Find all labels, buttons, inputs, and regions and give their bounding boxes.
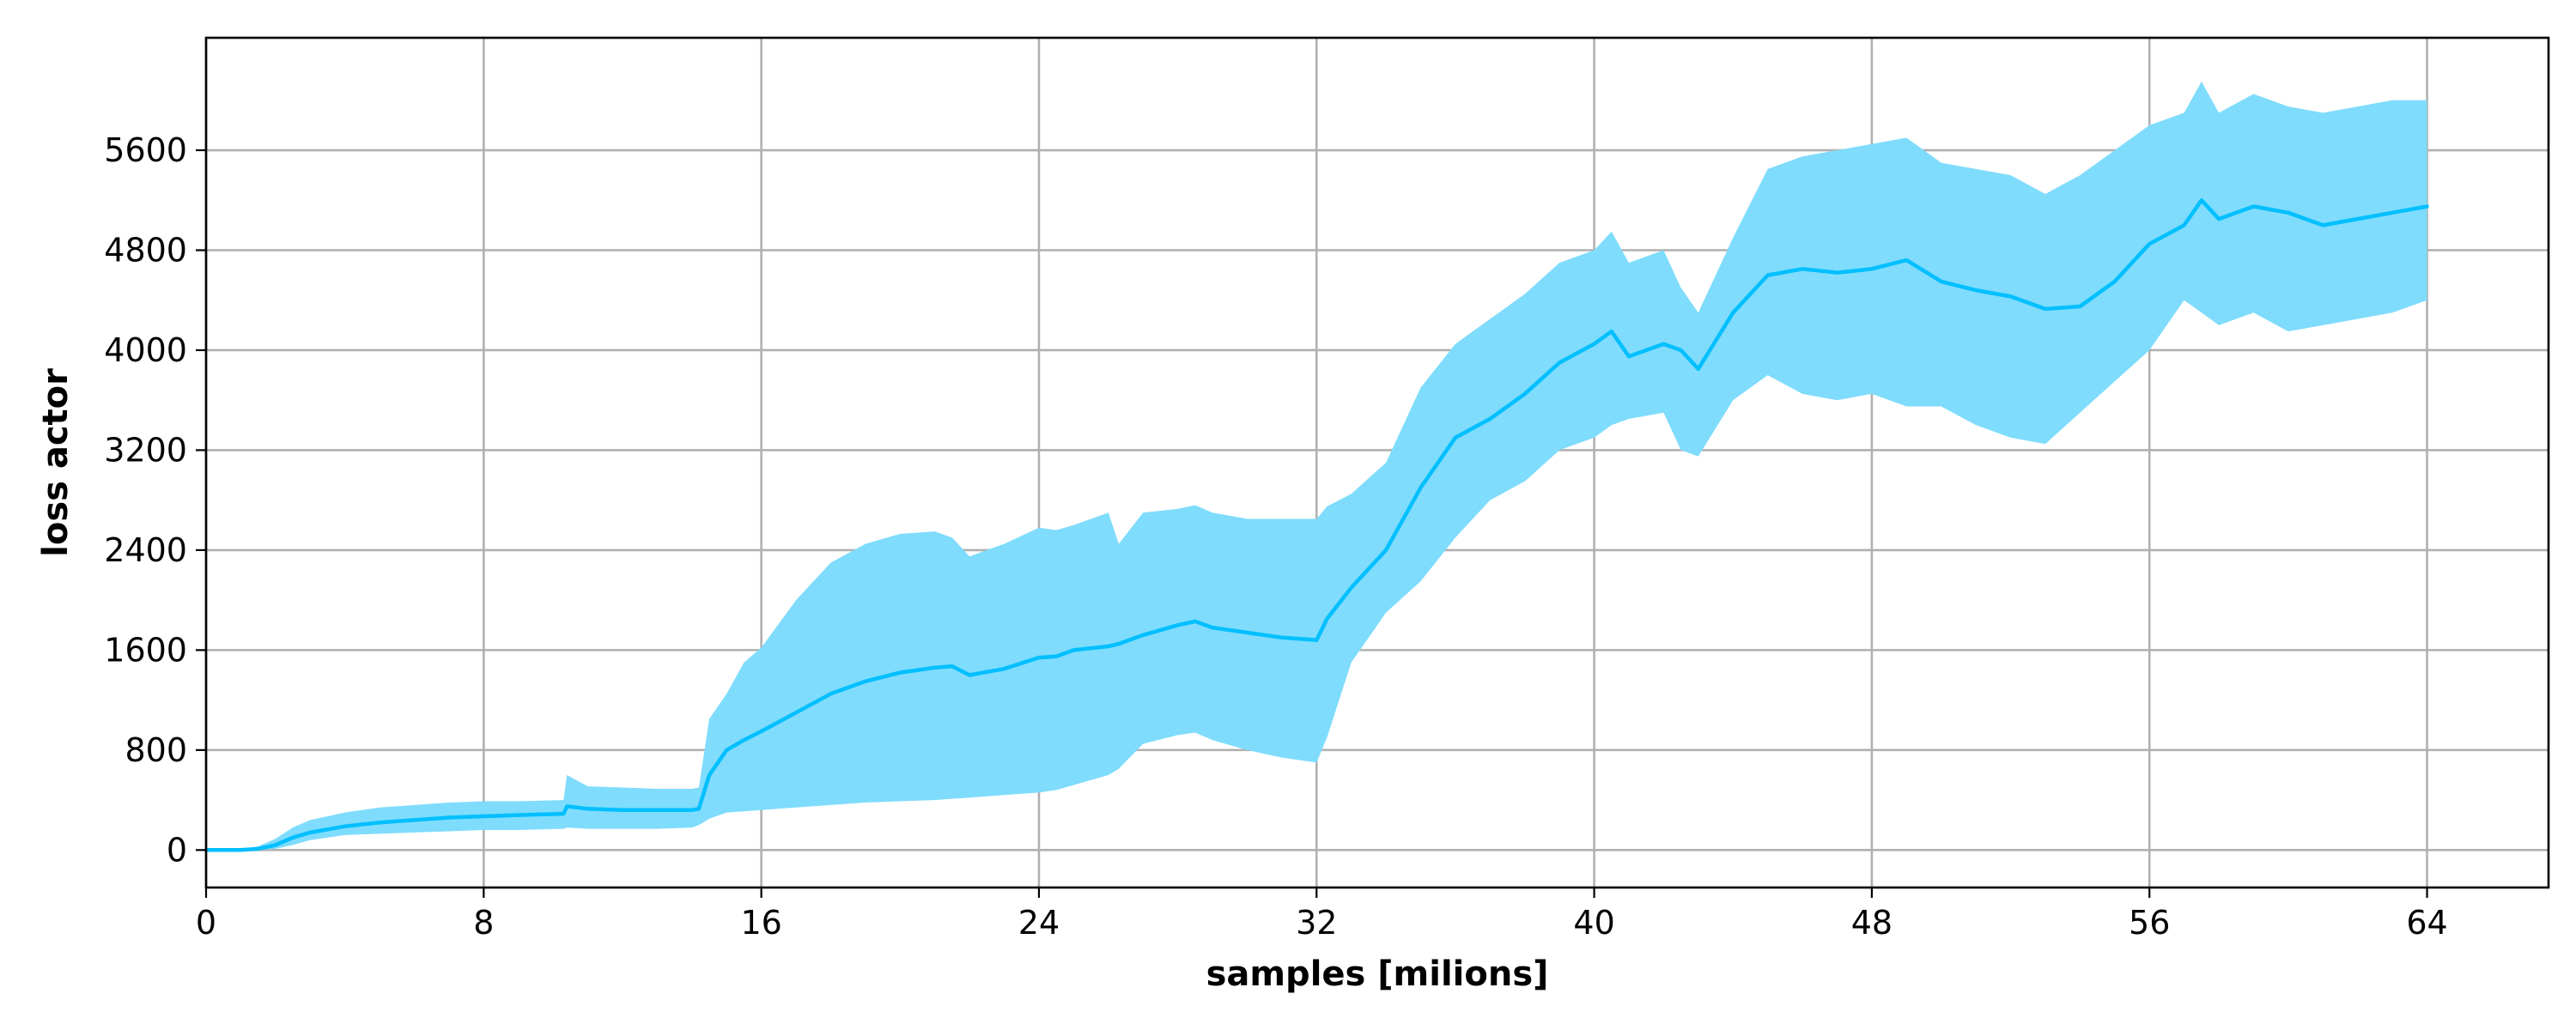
x-axis-title: samples [milions] (1206, 954, 1549, 994)
y-tick-label: 3200 (104, 431, 187, 469)
x-tick-label: 24 (1018, 904, 1060, 942)
x-tick-label: 48 (1851, 904, 1893, 942)
y-axis-title: loss actor (36, 368, 76, 557)
y-tick-label: 4800 (104, 232, 187, 270)
grid (204, 38, 2549, 888)
x-tick-label: 32 (1296, 904, 1337, 942)
y-tick-label: 1600 (104, 631, 187, 669)
x-tick-label: 16 (740, 904, 781, 942)
y-tick-label: 5600 (104, 131, 187, 169)
axis-ticks: 0 8 16 24 32 40 48 56 64 0 800 1600 2400 3200 4000 4800… (104, 131, 2447, 942)
confidence-band (206, 82, 2427, 851)
y-tick-label: 800 (125, 731, 187, 769)
mean-line (204, 198, 2429, 852)
y-tick-label: 0 (167, 831, 187, 869)
x-tick-label: 40 (1573, 904, 1614, 942)
x-tick-label: 64 (2406, 904, 2447, 942)
x-tick-label: 0 (196, 904, 216, 942)
y-tick-label: 2400 (104, 531, 187, 569)
y-tick-label: 4000 (104, 331, 187, 369)
plot-frame (204, 36, 2550, 889)
x-tick-label: 8 (473, 904, 494, 942)
confidence-band-layer (206, 82, 2427, 851)
mean-line-layer (204, 198, 2429, 852)
x-tick-label: 56 (2129, 904, 2170, 942)
